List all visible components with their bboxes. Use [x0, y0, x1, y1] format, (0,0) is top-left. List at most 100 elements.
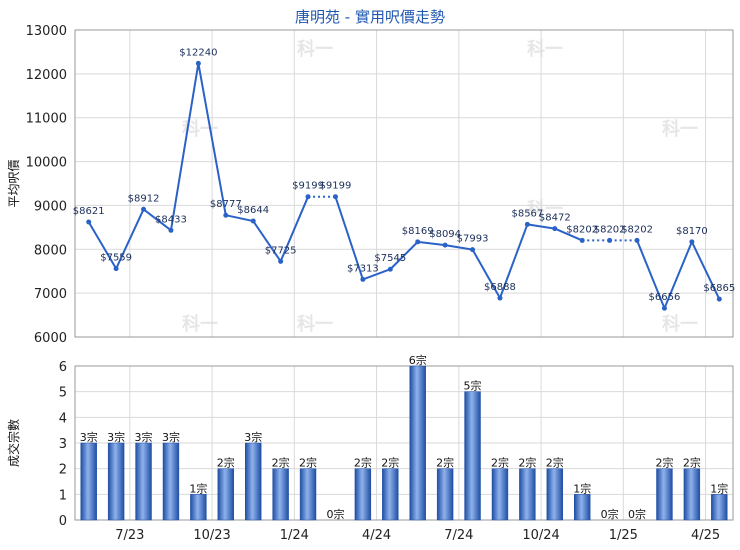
price-point	[250, 218, 256, 224]
bar-data-label: 3宗	[107, 430, 125, 444]
bar-plot-frame	[74, 365, 734, 521]
price-line-segment	[690, 241, 721, 300]
transaction-bar	[519, 468, 536, 521]
bar-data-label: 1宗	[573, 481, 591, 495]
line-y-tick-label: 11000	[26, 112, 67, 127]
price-line-segment	[225, 214, 254, 223]
price-data-label: $9199	[320, 181, 352, 192]
watermark-text: 科一	[182, 313, 218, 335]
x-tick-label: 4/25	[691, 528, 720, 543]
price-line-segment	[499, 224, 529, 299]
watermark-text: 科一	[527, 198, 563, 220]
price-data-label: $7313	[347, 263, 379, 274]
price-point	[634, 237, 640, 243]
price-data-label: $7725	[265, 245, 297, 256]
price-data-label: $8094	[429, 229, 461, 240]
line-y-tick-label: 12000	[26, 68, 67, 83]
line-y-tick-label: 9000	[34, 199, 67, 214]
transaction-bar	[546, 468, 563, 521]
price-point	[442, 242, 448, 248]
line-y-axis-title: 平均呎價	[7, 159, 21, 207]
bar-y-tick-label: 3	[59, 437, 67, 452]
price-line-segment	[554, 227, 583, 242]
price-data-label: $8621	[73, 206, 105, 217]
bar-data-label: 3宗	[80, 430, 98, 444]
price-point	[497, 295, 503, 301]
watermark-text: 科一	[662, 313, 698, 335]
transaction-bar	[272, 468, 289, 521]
price-line-segment	[169, 63, 200, 231]
line-y-tick-label: 8000	[34, 243, 67, 258]
bar-data-label: 2宗	[436, 456, 454, 470]
price-line-segment	[142, 208, 172, 232]
price-point	[223, 212, 229, 218]
bar-data-label: 2宗	[491, 456, 509, 470]
bar-data-label: 2宗	[299, 456, 317, 470]
bar-data-label: 0宗	[628, 507, 646, 521]
transaction-bar	[354, 468, 372, 521]
transaction-bar	[135, 442, 152, 521]
transaction-bar	[409, 365, 426, 521]
bar-data-label: 0宗	[601, 507, 619, 521]
line-y-tick-label: 10000	[26, 156, 67, 171]
bar-data-label: 3宗	[244, 430, 262, 444]
price-point	[552, 226, 558, 232]
transaction-bar	[382, 468, 399, 521]
watermark-text: 科一	[297, 38, 333, 60]
transaction-bar	[436, 468, 454, 521]
bar-data-label: 2宗	[518, 456, 536, 470]
price-line-segment	[362, 268, 391, 281]
price-data-label: $8202	[621, 224, 653, 235]
bar-y-axis-title: 成交宗數	[6, 419, 21, 467]
bar-data-label: 6宗	[409, 353, 427, 367]
price-point	[141, 206, 147, 212]
price-line-segment	[279, 196, 309, 262]
transaction-bar	[574, 494, 591, 521]
price-line-segment	[115, 208, 145, 270]
bar-data-label: 2宗	[217, 456, 235, 470]
price-point	[86, 219, 92, 225]
bar-data-label: 5宗	[464, 379, 482, 393]
watermark-text: 科一	[527, 38, 563, 60]
price-line-segment	[444, 244, 473, 251]
price-line-segment	[636, 240, 666, 309]
price-point	[113, 266, 119, 272]
bar-data-label: 0宗	[326, 507, 344, 521]
transaction-bar	[190, 494, 207, 521]
price-line-segment	[389, 241, 419, 270]
price-line-segment	[663, 241, 693, 309]
transaction-bar	[683, 468, 701, 521]
price-point	[470, 247, 476, 253]
transaction-bar	[217, 468, 234, 521]
bar-data-label: 1宗	[710, 481, 728, 495]
transaction-bar	[656, 468, 673, 521]
watermark-text: 科一	[297, 313, 333, 335]
price-point	[607, 237, 613, 243]
price-data-label: $8567	[511, 208, 543, 219]
price-point	[716, 296, 722, 302]
price-data-label: $8202	[594, 224, 626, 235]
bar-y-tick-label: 2	[59, 463, 67, 478]
bar-y-tick-label: 0	[59, 514, 67, 529]
price-data-label: $9199	[292, 181, 324, 192]
x-tick-label: 10/24	[522, 528, 559, 543]
bar-y-tick-label: 1	[59, 488, 67, 503]
price-data-label: $8777	[210, 199, 242, 210]
price-data-label: $6888	[484, 282, 516, 293]
x-tick-label: 1/24	[280, 528, 309, 543]
line-plot-frame	[74, 29, 734, 338]
transaction-bar	[245, 442, 262, 521]
transaction-bar	[162, 442, 180, 521]
price-point	[278, 258, 284, 264]
price-line-segment	[471, 249, 501, 299]
price-point	[305, 194, 311, 200]
price-point	[661, 305, 667, 311]
price-point	[387, 266, 393, 272]
x-tick-label: 4/24	[362, 528, 391, 543]
price-data-label: $8912	[128, 193, 160, 204]
price-data-label: $8472	[539, 213, 571, 224]
bar-data-label: 3宗	[135, 430, 153, 444]
price-point	[524, 221, 530, 227]
price-data-label: $8433	[155, 214, 187, 225]
